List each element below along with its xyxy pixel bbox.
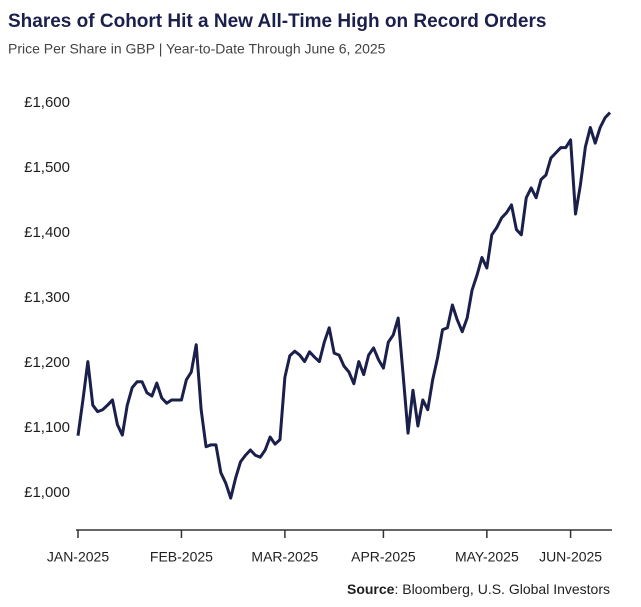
x-tick-label: FEB-2025 [150, 549, 213, 565]
source: Source: Bloomberg, U.S. Global Investors [347, 581, 610, 597]
chart-subtitle: Price Per Share in GBP | Year-to-Date Th… [8, 41, 386, 57]
x-tick-label: APR-2025 [351, 549, 416, 565]
y-tick-label: £1,500 [24, 159, 70, 176]
chart-title: Shares of Cohort Hit a New All-Time High… [8, 11, 546, 32]
x-tick-label: JUN-2025 [539, 549, 602, 565]
x-tick-label: JAN-2025 [47, 549, 109, 565]
y-tick-label: £1,600 [24, 94, 70, 111]
x-tick-label: MAY-2025 [455, 549, 519, 565]
x-tick-label: MAR-2025 [251, 549, 318, 565]
y-tick-label: £1,300 [24, 289, 70, 306]
y-tick-label: £1,200 [24, 354, 70, 371]
y-tick-label: £1,400 [24, 224, 70, 241]
y-tick-label: £1,000 [24, 484, 70, 501]
source-text: : Bloomberg, U.S. Global Investors [394, 581, 610, 597]
line-series [76, 111, 612, 500]
source-label: Source [347, 581, 395, 597]
y-tick-label: £1,100 [24, 419, 70, 436]
